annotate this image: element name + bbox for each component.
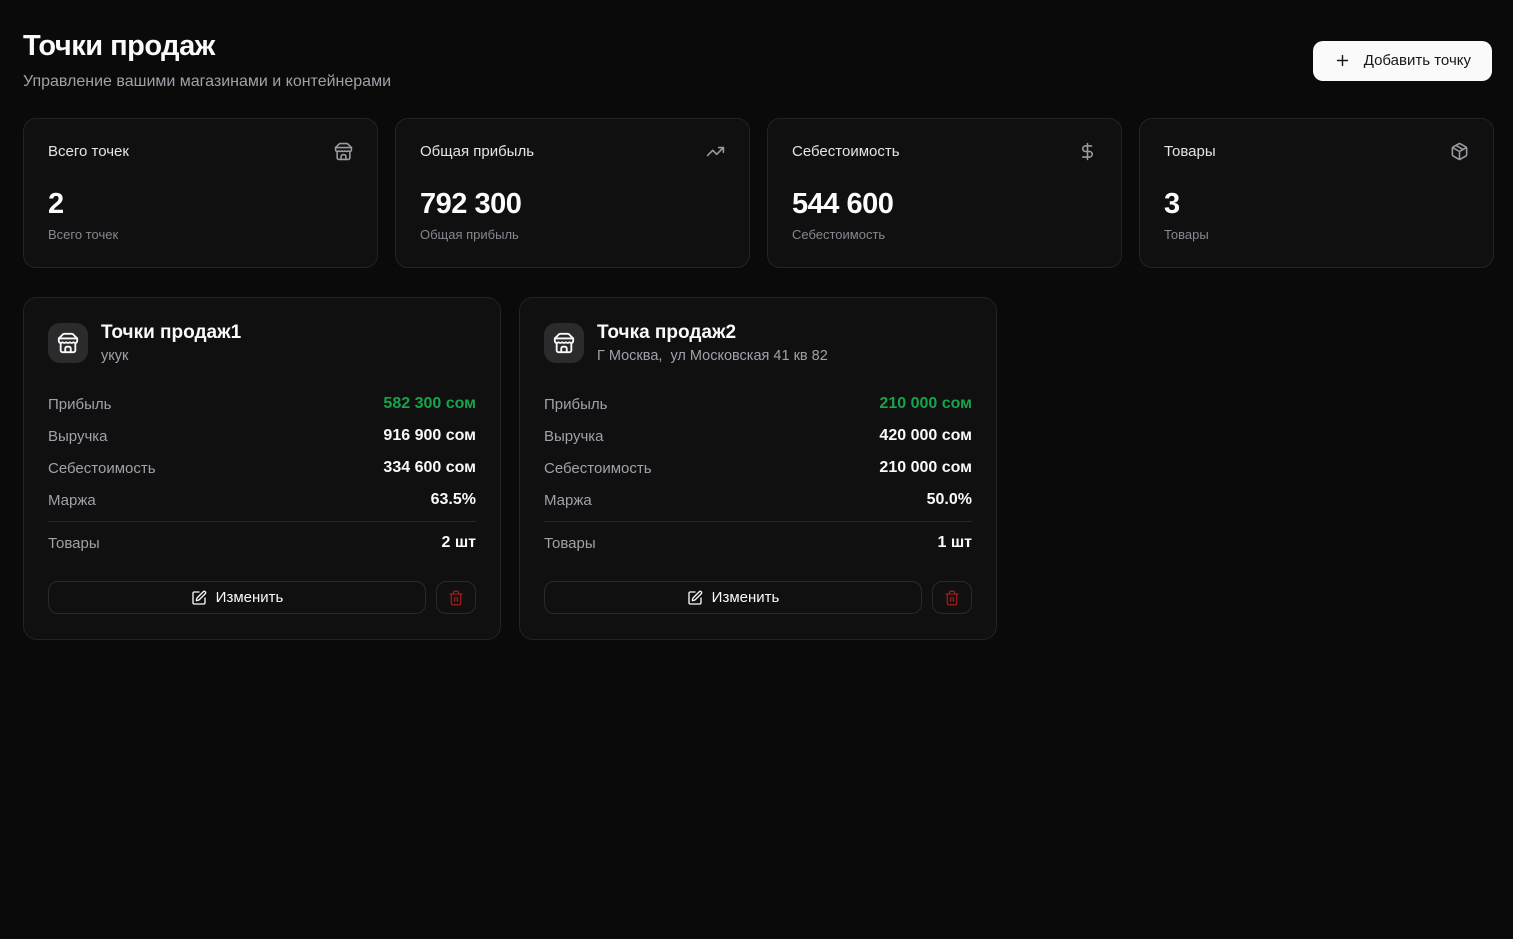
point-name: Точки продаж1: [101, 322, 242, 343]
profit-value: 210 000 сом: [879, 395, 972, 412]
point-card: Точка продаж2 Г Москва, ул Московская 41…: [519, 297, 997, 640]
divider: [48, 521, 476, 522]
stat-caption: Общая прибыль: [420, 227, 519, 242]
edit-button[interactable]: Изменить: [48, 581, 426, 614]
stats-row: Всего точек 2 Всего точек Общая прибыль …: [0, 118, 1513, 268]
row-label: Товары: [48, 534, 100, 552]
profit-row: Прибыль 210 000 сом: [544, 388, 972, 420]
point-address: Г Москва, ул Московская 41 кв 82: [597, 348, 828, 364]
margin-row: Маржа 50.0%: [544, 484, 972, 516]
cost-value: 334 600 сом: [383, 459, 476, 476]
dollar-icon: [1078, 142, 1097, 161]
trash-icon: [944, 590, 960, 606]
revenue-value: 916 900 сом: [383, 427, 476, 444]
edit-button[interactable]: Изменить: [544, 581, 922, 614]
point-address: укук: [101, 348, 129, 364]
page-subtitle: Управление вашими магазинами и контейнер…: [23, 73, 392, 90]
cost-row: Себестоимость 334 600 сом: [48, 452, 476, 484]
row-label: Товары: [544, 534, 596, 552]
edit-button-label: Изменить: [215, 589, 284, 606]
add-point-button[interactable]: Добавить точку: [1312, 40, 1492, 81]
stat-caption: Товары: [1164, 227, 1209, 242]
points-row: Точки продаж1 укук Прибыль 582 300 сом В…: [0, 297, 1513, 640]
stat-title: Всего точек: [48, 143, 129, 160]
stat-card-cost: Себестоимость 544 600 Себестоимость: [767, 118, 1122, 268]
margin-row: Маржа 63.5%: [48, 484, 476, 516]
products-row: Товары 1 шт: [544, 527, 972, 559]
edit-icon: [687, 590, 703, 606]
row-label: Себестоимость: [544, 459, 652, 477]
stat-value: 544 600: [792, 188, 894, 220]
products-value: 1 шт: [937, 534, 972, 551]
trending-up-icon: [706, 142, 725, 161]
stat-title: Себестоимость: [792, 143, 900, 160]
stat-value: 2: [48, 188, 64, 220]
store-icon: [334, 142, 353, 161]
page-title: Точки продаж: [23, 30, 215, 62]
edit-icon: [191, 590, 207, 606]
products-value: 2 шт: [441, 534, 476, 551]
store-icon: [48, 323, 88, 363]
package-icon: [1450, 142, 1469, 161]
point-card: Точки продаж1 укук Прибыль 582 300 сом В…: [23, 297, 501, 640]
products-row: Товары 2 шт: [48, 527, 476, 559]
stat-value: 792 300: [420, 188, 522, 220]
profit-value: 582 300 сом: [383, 395, 476, 412]
point-name: Точка продаж2: [597, 322, 737, 343]
row-label: Прибыль: [48, 395, 112, 413]
revenue-value: 420 000 сом: [879, 427, 972, 444]
trash-icon: [448, 590, 464, 606]
store-icon: [544, 323, 584, 363]
stat-caption: Всего точек: [48, 227, 119, 242]
divider: [544, 521, 972, 522]
margin-value: 63.5%: [430, 491, 476, 508]
revenue-row: Выручка 420 000 сом: [544, 420, 972, 452]
stat-card-total-profit: Общая прибыль 792 300 Общая прибыль: [395, 118, 750, 268]
row-label: Маржа: [48, 491, 96, 509]
cost-row: Себестоимость 210 000 сом: [544, 452, 972, 484]
stat-card-products: Товары 3 Товары: [1139, 118, 1494, 268]
margin-value: 50.0%: [926, 491, 972, 508]
row-label: Выручка: [48, 427, 108, 445]
edit-button-label: Изменить: [711, 589, 780, 606]
row-label: Прибыль: [544, 395, 608, 413]
stat-caption: Себестоимость: [792, 227, 886, 242]
stat-value: 3: [1164, 188, 1180, 220]
stat-title: Общая прибыль: [420, 143, 535, 160]
page-header-text: Точки продаж Управление вашими магазинам…: [23, 30, 391, 91]
add-point-button-label: Добавить точку: [1363, 52, 1471, 69]
plus-icon: [1334, 52, 1351, 69]
cost-value: 210 000 сом: [879, 459, 972, 476]
profit-row: Прибыль 582 300 сом: [48, 388, 476, 420]
delete-button[interactable]: [932, 581, 972, 614]
page-header: Точки продаж Управление вашими магазинам…: [0, 0, 1513, 91]
stat-card-total-points: Всего точек 2 Всего точек: [23, 118, 378, 268]
row-label: Себестоимость: [48, 459, 156, 477]
revenue-row: Выручка 916 900 сом: [48, 420, 476, 452]
row-label: Выручка: [544, 427, 604, 445]
row-label: Маржа: [544, 491, 592, 509]
delete-button[interactable]: [436, 581, 476, 614]
stat-title: Товары: [1164, 143, 1216, 160]
